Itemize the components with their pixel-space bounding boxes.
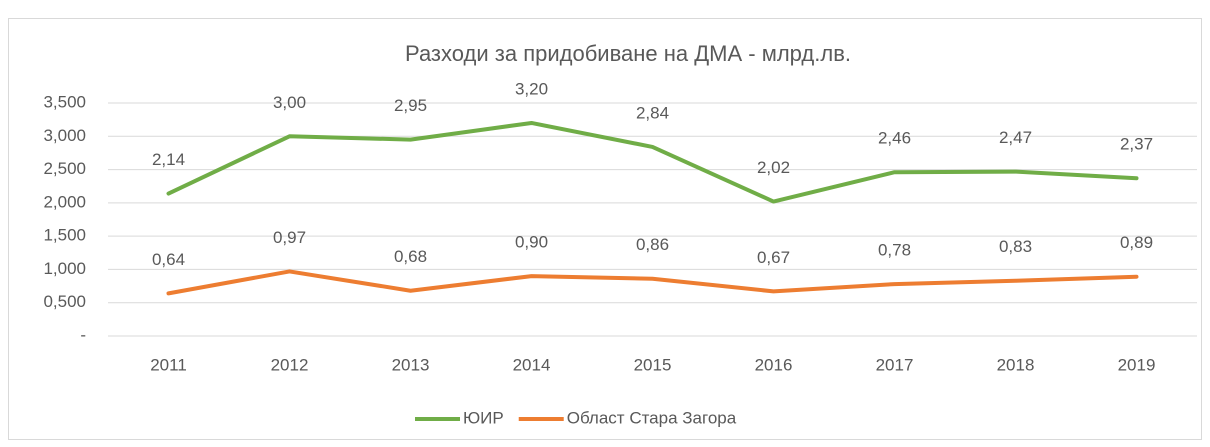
data-label: 2,84 xyxy=(636,103,669,122)
x-tick-label: 2014 xyxy=(513,355,551,374)
data-label: 0,67 xyxy=(757,248,790,267)
data-label: 0,90 xyxy=(515,233,548,252)
data-label: 0,89 xyxy=(1120,233,1153,252)
chart-title: Разходи за придобиване на ДМА - млрд.лв. xyxy=(405,41,851,66)
x-tick-label: 2016 xyxy=(755,355,793,374)
x-tick-label: 2015 xyxy=(634,355,672,374)
data-label: 0,68 xyxy=(394,247,427,266)
y-tick-label: - xyxy=(80,325,86,344)
data-label: 2,95 xyxy=(394,96,427,115)
data-label: 0,97 xyxy=(273,228,306,247)
chart-frame xyxy=(8,18,1202,440)
y-tick-label: 1,500 xyxy=(43,226,86,245)
x-tick-label: 2017 xyxy=(876,355,914,374)
y-tick-label: 3,000 xyxy=(43,126,86,145)
data-label: 0,78 xyxy=(878,241,911,260)
legend-label: Област Стара Загора xyxy=(567,408,737,427)
data-label: 2,14 xyxy=(152,150,185,169)
y-tick-label: 0,500 xyxy=(43,292,86,311)
x-tick-label: 2018 xyxy=(997,355,1035,374)
data-label: 0,64 xyxy=(152,250,185,269)
x-tick-label: 2012 xyxy=(271,355,309,374)
data-label: 3,00 xyxy=(273,93,306,112)
data-label: 3,20 xyxy=(515,79,548,98)
y-tick-label: 2,000 xyxy=(43,192,86,211)
x-tick-label: 2011 xyxy=(150,355,187,374)
x-tick-label: 2013 xyxy=(392,355,430,374)
legend-label: ЮИР xyxy=(463,408,504,427)
x-tick-label: 2019 xyxy=(1118,355,1156,374)
data-label: 2,02 xyxy=(757,158,790,177)
y-tick-label: 1,000 xyxy=(43,259,86,278)
data-label: 2,37 xyxy=(1120,135,1153,154)
data-label: 0,83 xyxy=(999,237,1032,256)
y-tick-label: 2,500 xyxy=(43,159,86,178)
data-label: 2,46 xyxy=(878,129,911,148)
y-tick-label: 3,500 xyxy=(43,92,86,111)
data-label: 2,47 xyxy=(999,128,1032,147)
series-line xyxy=(166,120,1139,204)
data-label: 0,86 xyxy=(636,235,669,254)
series-line xyxy=(166,269,1139,296)
